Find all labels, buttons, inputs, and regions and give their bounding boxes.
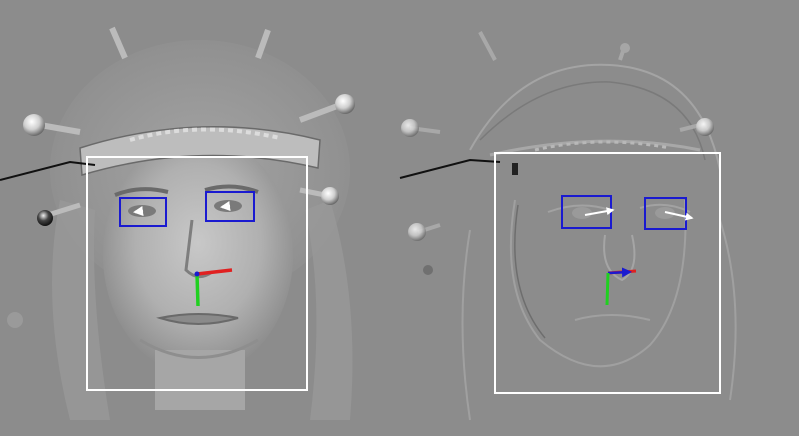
face bbox=[103, 135, 293, 375]
mouth-outline bbox=[574, 314, 651, 321]
right-panel bbox=[399, 31, 737, 421]
marker-bead bbox=[696, 118, 714, 136]
right-eyebrow bbox=[204, 184, 259, 194]
marker-bead bbox=[335, 94, 355, 114]
marker-bead bbox=[408, 223, 426, 241]
left-gaze-arrow bbox=[133, 206, 144, 216]
left-eye-box bbox=[119, 197, 167, 227]
hair-strands bbox=[52, 200, 110, 420]
marker-bead bbox=[401, 119, 419, 137]
face-outline bbox=[509, 199, 687, 368]
mouth bbox=[156, 313, 239, 325]
marker-bead bbox=[423, 265, 433, 275]
neck bbox=[155, 350, 245, 410]
marker-bead bbox=[23, 114, 45, 136]
right-gaze-arrow bbox=[664, 211, 694, 221]
marker-bead bbox=[620, 43, 630, 53]
left-panel bbox=[0, 26, 355, 420]
cable bbox=[399, 158, 501, 179]
left-eyebrow bbox=[114, 187, 169, 197]
right-eye-box bbox=[205, 191, 255, 222]
head-pose-z-axis bbox=[194, 271, 200, 277]
marker-bead bbox=[7, 312, 23, 328]
head-pose-y-axis bbox=[605, 272, 610, 306]
hair-outline bbox=[469, 63, 721, 171]
left-gaze-arrow bbox=[584, 207, 615, 216]
head-pose-y-axis bbox=[195, 273, 200, 307]
face-bounding-box bbox=[86, 156, 308, 391]
face-bounding-box bbox=[494, 152, 721, 394]
head-pose-x-axis bbox=[196, 268, 233, 276]
marker-bead bbox=[37, 210, 53, 226]
marker-bead bbox=[321, 187, 339, 205]
head-pose-z-axis bbox=[607, 267, 632, 278]
right-gaze-arrow bbox=[220, 201, 231, 211]
nose-outline bbox=[603, 234, 636, 282]
headband bbox=[489, 139, 701, 157]
